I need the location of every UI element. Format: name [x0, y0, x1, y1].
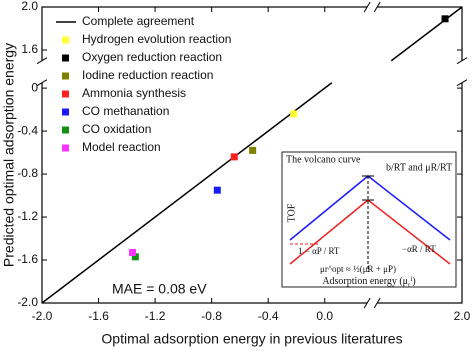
- y-tick-label: -1.2: [17, 209, 38, 223]
- axis-break-gap: [367, 300, 378, 306]
- inset-xlabel: Adsorption energy (μri): [322, 275, 415, 289]
- data-point: [230, 153, 238, 161]
- legend-swatch: [62, 36, 69, 44]
- data-point: [290, 110, 298, 118]
- data-point: [441, 15, 449, 23]
- annotation: MAE = 0.08 eV: [112, 281, 207, 297]
- y-tick-label: 2.0: [21, 0, 38, 13]
- legend-label: CO methanation: [82, 104, 169, 118]
- legend-swatch: [62, 144, 69, 152]
- reference-line: [390, 6, 463, 62]
- axis-break-gap: [459, 60, 465, 83]
- inset-xlabel-main: Adsorption energy (μ: [322, 276, 408, 287]
- x-tick-label: -0.8: [201, 309, 222, 323]
- reference-line: [41, 82, 333, 304]
- axis-break-gap: [367, 4, 378, 10]
- inset-xlabel-sup: i: [410, 275, 412, 283]
- y-tick-label: 0: [31, 80, 38, 94]
- x-axis-label: Optimal adsorption energy in previous li…: [101, 331, 402, 347]
- x-tick-label: -1.6: [88, 309, 109, 323]
- data-point: [128, 248, 136, 256]
- legend-swatch: [62, 72, 69, 80]
- inset-top-label: b/RT and μR/RT: [386, 162, 452, 173]
- y-tick-label: -1.6: [17, 252, 38, 266]
- data-point: [213, 186, 221, 194]
- inset-right-label: −αR / RT: [402, 244, 436, 254]
- y-tick-label: -0.4: [17, 123, 38, 137]
- y-axis-label: Predicted optimal adsorption energy: [1, 43, 17, 267]
- axis-break-mark: [373, 297, 381, 309]
- legend-swatch: [62, 108, 69, 116]
- legend-label: Oxygen reduction reaction: [82, 50, 222, 64]
- inset-left-label: 1 − αP / RT: [298, 246, 340, 256]
- x-tick-label: -0.4: [258, 309, 279, 323]
- inset-title: The volcano curve: [286, 154, 361, 165]
- inset-xlabel-end: ): [412, 276, 415, 287]
- axis-break-mark: [363, 297, 371, 309]
- axis-break-gap: [39, 60, 45, 83]
- inset-frame: [281, 151, 457, 288]
- x-tick-label: -1.2: [145, 309, 166, 323]
- legend-swatch: [62, 54, 69, 62]
- legend-label: Hydrogen evolution reaction: [82, 32, 231, 46]
- axis-break-mark: [456, 79, 468, 87]
- axis-break-mark: [363, 1, 371, 13]
- x-tick-label: 0.0: [316, 309, 333, 323]
- legend-swatch: [62, 90, 69, 98]
- legend-label: Model reaction: [82, 140, 161, 154]
- inset-xlabel-sub: r: [408, 281, 411, 289]
- axis-break-mark: [373, 1, 381, 13]
- legend-label: Ammonia synthesis: [82, 86, 186, 100]
- x-tick-label: -2.0: [32, 309, 53, 323]
- x-tick-label: 2.0: [454, 309, 471, 323]
- y-tick-label: 1.6: [21, 42, 38, 56]
- legend-swatch: [62, 126, 69, 134]
- axis-break-mark: [36, 79, 48, 87]
- data-point: [131, 253, 139, 261]
- inset-ylabel: TOF: [286, 203, 297, 222]
- y-tick-label: -0.8: [17, 166, 38, 180]
- data-point: [249, 146, 257, 154]
- y-tick-label: -2.0: [17, 295, 38, 309]
- inset-opt-label: μr^opt ≈ ½(μR + μP): [320, 264, 396, 274]
- inset: The volcano curve TOF b/RT and μR/RT 1 −…: [281, 151, 457, 289]
- legend-label: Complete agreement: [82, 14, 195, 28]
- plot-frame: [41, 6, 463, 304]
- legend-label: CO oxidation: [82, 122, 151, 136]
- axis-break-mark: [36, 57, 48, 65]
- axis-break-mark: [456, 57, 468, 65]
- legend-label: Iodine reduction reaction: [82, 68, 213, 82]
